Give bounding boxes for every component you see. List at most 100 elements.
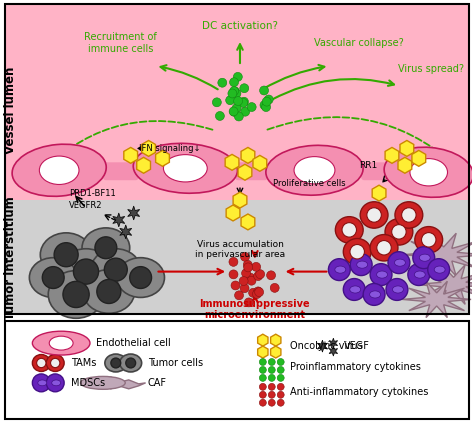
Circle shape xyxy=(260,101,269,110)
Circle shape xyxy=(259,366,266,373)
Circle shape xyxy=(95,237,117,259)
Circle shape xyxy=(239,98,248,108)
Circle shape xyxy=(421,233,436,247)
Circle shape xyxy=(367,208,381,222)
Circle shape xyxy=(253,289,261,298)
Circle shape xyxy=(413,247,435,269)
Ellipse shape xyxy=(32,331,90,355)
Circle shape xyxy=(229,107,238,116)
Circle shape xyxy=(252,262,261,271)
Circle shape xyxy=(249,288,257,298)
Circle shape xyxy=(268,391,275,398)
Ellipse shape xyxy=(385,219,413,245)
Bar xyxy=(5,321,469,419)
Text: Recruitment of
immune cells: Recruitment of immune cells xyxy=(84,32,157,54)
Ellipse shape xyxy=(392,286,403,293)
Circle shape xyxy=(262,97,271,106)
Polygon shape xyxy=(225,154,239,170)
Circle shape xyxy=(240,284,249,293)
Polygon shape xyxy=(120,225,132,239)
Polygon shape xyxy=(412,150,426,166)
Circle shape xyxy=(229,78,238,87)
Ellipse shape xyxy=(395,202,423,228)
Circle shape xyxy=(231,281,240,290)
Circle shape xyxy=(51,358,60,368)
Ellipse shape xyxy=(434,266,445,273)
Circle shape xyxy=(229,87,238,95)
Ellipse shape xyxy=(117,258,164,298)
Polygon shape xyxy=(385,147,399,163)
Circle shape xyxy=(254,287,263,296)
Polygon shape xyxy=(124,147,137,163)
Bar xyxy=(5,200,469,314)
Circle shape xyxy=(233,73,242,81)
Circle shape xyxy=(277,359,284,365)
Ellipse shape xyxy=(52,380,61,386)
Circle shape xyxy=(229,270,238,279)
Circle shape xyxy=(343,279,365,300)
FancyBboxPatch shape xyxy=(103,162,139,180)
Ellipse shape xyxy=(12,144,106,196)
Circle shape xyxy=(268,399,275,406)
Polygon shape xyxy=(398,157,412,173)
Circle shape xyxy=(255,288,264,297)
Circle shape xyxy=(262,103,271,111)
Ellipse shape xyxy=(343,238,371,265)
Text: Virus spread?: Virus spread? xyxy=(398,64,464,74)
Polygon shape xyxy=(241,214,255,230)
Circle shape xyxy=(363,284,385,306)
Ellipse shape xyxy=(40,233,92,276)
Ellipse shape xyxy=(46,354,64,371)
Circle shape xyxy=(73,259,99,284)
Circle shape xyxy=(277,383,284,390)
Text: IFN signaling↓: IFN signaling↓ xyxy=(139,144,200,153)
Ellipse shape xyxy=(39,156,79,184)
Text: MDSCs: MDSCs xyxy=(71,378,105,388)
Polygon shape xyxy=(271,346,281,358)
Circle shape xyxy=(277,399,284,406)
Ellipse shape xyxy=(83,270,135,313)
Circle shape xyxy=(239,97,248,106)
Ellipse shape xyxy=(384,147,474,197)
Ellipse shape xyxy=(164,154,207,182)
Circle shape xyxy=(244,263,253,272)
Circle shape xyxy=(266,271,275,280)
Circle shape xyxy=(386,279,408,300)
Circle shape xyxy=(259,399,266,406)
Circle shape xyxy=(328,259,350,281)
Circle shape xyxy=(244,298,253,307)
Circle shape xyxy=(408,264,430,286)
Polygon shape xyxy=(96,377,146,389)
Polygon shape xyxy=(400,141,414,157)
Polygon shape xyxy=(241,147,255,163)
Circle shape xyxy=(126,358,136,368)
Text: TAMs: TAMs xyxy=(71,358,97,368)
Circle shape xyxy=(342,223,356,237)
Polygon shape xyxy=(238,164,252,180)
Polygon shape xyxy=(258,346,268,358)
Circle shape xyxy=(401,208,416,222)
Text: RR1: RR1 xyxy=(359,161,377,170)
Ellipse shape xyxy=(410,159,447,186)
Circle shape xyxy=(230,107,239,116)
Circle shape xyxy=(277,391,284,398)
Polygon shape xyxy=(128,206,140,220)
Ellipse shape xyxy=(360,202,388,228)
Text: Immunosuppressive
microenvironment: Immunosuppressive microenvironment xyxy=(200,298,310,320)
Circle shape xyxy=(243,260,252,269)
Polygon shape xyxy=(113,213,125,227)
Text: DC activation?: DC activation? xyxy=(202,21,278,31)
Ellipse shape xyxy=(32,354,50,371)
Circle shape xyxy=(268,366,275,373)
Circle shape xyxy=(215,111,224,120)
Circle shape xyxy=(377,241,391,255)
Circle shape xyxy=(240,84,249,93)
Text: Vascular collapse?: Vascular collapse? xyxy=(314,38,404,48)
Text: Endothelial cell: Endothelial cell xyxy=(96,338,171,348)
Ellipse shape xyxy=(48,271,104,318)
Ellipse shape xyxy=(82,228,130,268)
Polygon shape xyxy=(402,281,471,318)
Ellipse shape xyxy=(394,259,405,266)
Circle shape xyxy=(259,359,266,365)
Circle shape xyxy=(350,254,372,276)
